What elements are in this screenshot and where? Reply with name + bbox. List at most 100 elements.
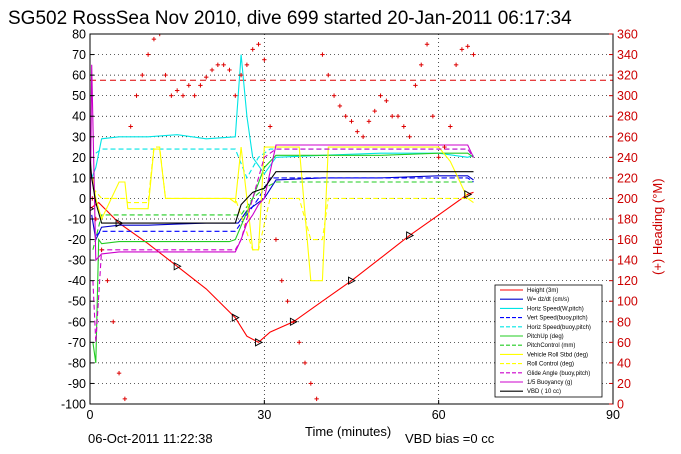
series-line-10 (90, 64, 474, 262)
series-line-8 (92, 146, 474, 251)
vbd-bias-note: VBD bias =0 cc (405, 431, 495, 446)
y-tick-label: 20 (72, 151, 86, 165)
heading-marker (384, 98, 389, 104)
y-tick-label: -90 (68, 377, 86, 391)
right-y-tick-label: 120 (617, 274, 638, 288)
right-y-tick-label: 260 (617, 130, 638, 144)
heading-marker (198, 83, 203, 88)
heading-marker (174, 88, 180, 93)
heading-marker (256, 42, 261, 47)
legend-label: Height (3m) (527, 288, 558, 294)
heading-marker (99, 247, 104, 253)
heading-marker (459, 47, 465, 52)
x-tick-label: 60 (432, 408, 446, 422)
heading-marker (233, 93, 238, 98)
heading-marker (93, 216, 99, 222)
x-tick-label: 0 (87, 408, 94, 422)
y-tick-label: -60 (68, 315, 86, 329)
heading-marker (395, 114, 401, 119)
heading-marker (244, 62, 250, 68)
right-y-tick-label: 60 (617, 336, 631, 350)
right-y-tick-label: 40 (617, 356, 631, 370)
heading-marker (157, 34, 162, 37)
right-y-tick-label: 0 (617, 398, 624, 412)
y-tick-label: 40 (72, 110, 86, 124)
heading-marker (448, 124, 453, 129)
legend-label: Roll Control (deg) (527, 362, 574, 368)
right-y-tick-label: 200 (617, 192, 638, 206)
y-tick-label: -80 (68, 356, 86, 370)
right-y-tick-label: 100 (617, 295, 638, 309)
heading-marker (273, 237, 279, 242)
heading-marker (122, 396, 128, 402)
height-marker (348, 276, 356, 285)
heading-marker (105, 278, 110, 283)
legend-label: PitchControl (mm) (527, 343, 575, 349)
height-marker (255, 338, 263, 347)
legend-box (494, 284, 603, 398)
heading-marker (314, 396, 319, 402)
heading-marker (111, 319, 116, 324)
x-axis-label: Time (minutes) (305, 424, 391, 439)
heading-marker (436, 155, 441, 160)
grid-lines (90, 34, 613, 404)
heading-marker (180, 93, 186, 98)
heading-marker (471, 52, 476, 57)
legend-label: PitchUp (deg) (527, 334, 564, 340)
heading-marker (389, 114, 395, 119)
heading-marker (192, 93, 197, 98)
right-y-tick-label: 220 (617, 171, 638, 185)
y-tick-label: 70 (72, 48, 86, 62)
legend-label: Horiz Speed(buoy,pitch) (527, 325, 591, 331)
right-y-tick-label: 280 (617, 110, 638, 124)
right-y-tick-label: 140 (617, 254, 638, 268)
heading-marker (215, 62, 221, 68)
y-tick-label: -10 (68, 213, 86, 227)
heading-marker (331, 93, 337, 98)
heading-marker (221, 62, 226, 68)
heading-marker (366, 119, 372, 124)
legend-label: Horiz Speed(W,pitch) (527, 306, 584, 312)
heading-marker (297, 340, 302, 345)
heading-marker (116, 370, 122, 376)
heading-marker (262, 57, 267, 62)
series-line-2 (91, 54, 474, 179)
y-tick-label: -100 (61, 398, 86, 412)
left-y-axis: 80 70 60 50 40 30 20 10 0 -10 -20 -30 -40 -50 -60 -70 -8… (61, 28, 94, 412)
heading-marker (430, 114, 436, 119)
series-layer (90, 34, 613, 402)
legend-label: W= dz/dt (cm/s) (527, 297, 569, 303)
legend-label: Vehicle Roll Stbd (deg) (527, 352, 588, 358)
heading-marker (186, 83, 191, 88)
heading-marker (227, 67, 232, 73)
series-line-3 (95, 177, 474, 236)
y-tick-label: 80 (72, 28, 86, 42)
right-y-axis-label: (+) Heading (°M) (650, 178, 665, 275)
y-tick-label: -70 (68, 336, 86, 350)
heading-marker (320, 52, 325, 57)
heading-marker (204, 74, 209, 80)
y-tick-label: 50 (72, 89, 86, 103)
y-tick-label: -50 (68, 295, 86, 309)
heading-marker (453, 62, 459, 68)
heading-marker (349, 119, 354, 124)
y-tick-label: 10 (72, 171, 86, 185)
legend: Height (3m) W= dz/dt (cm/s) Horiz Speed(W,… (494, 284, 603, 398)
right-y-tick-label: 300 (617, 89, 638, 103)
heading-marker (169, 93, 174, 98)
height-marker (464, 190, 473, 199)
heading-marker (145, 52, 151, 57)
heading-marker (326, 72, 331, 78)
x-axis: 0 30 60 90 (87, 400, 620, 422)
height-marker (115, 218, 124, 228)
heading-marker (337, 103, 343, 109)
height-marker (231, 313, 240, 322)
y-tick-label: -20 (68, 233, 86, 247)
series-line-6 (92, 181, 474, 250)
right-y-tick-label: 240 (617, 151, 638, 165)
y-tick-label: 0 (79, 192, 86, 206)
right-y-tick-label: 180 (617, 213, 638, 227)
heading-marker (140, 72, 145, 78)
heading-marker (372, 108, 377, 114)
heading-marker (134, 93, 139, 98)
